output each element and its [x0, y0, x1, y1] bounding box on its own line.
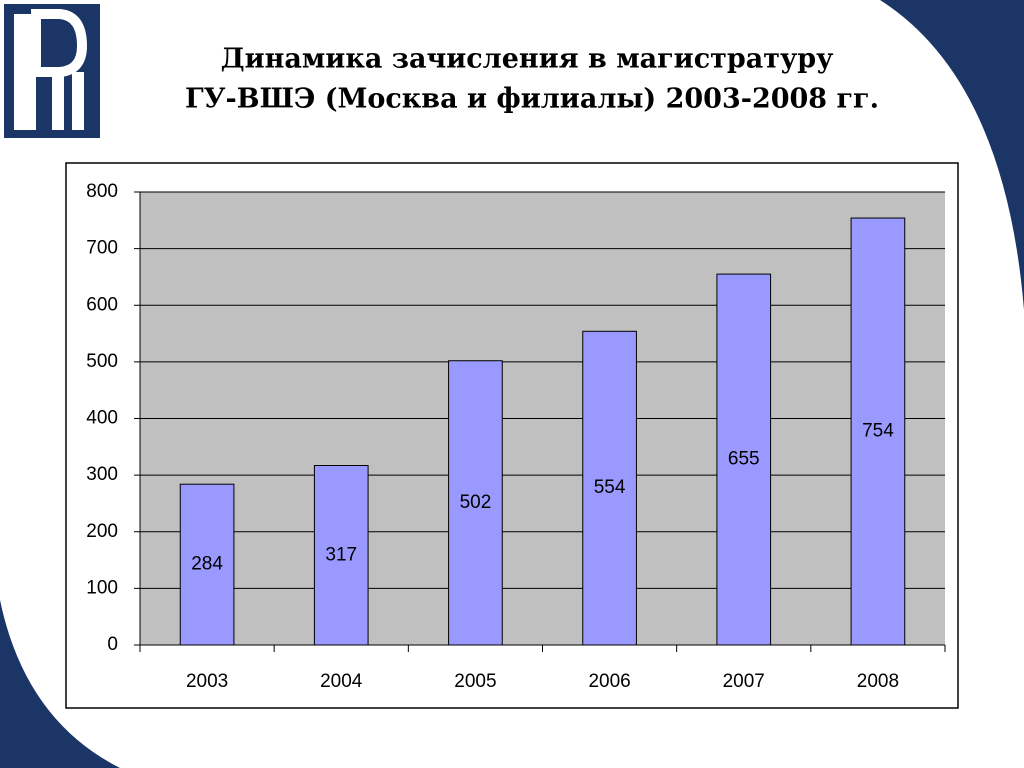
x-tick-label: 2008 — [857, 671, 899, 692]
data-label: 502 — [460, 492, 492, 513]
logo — [4, 4, 100, 138]
bar — [448, 360, 503, 646]
y-tick-label: 200 — [86, 521, 118, 542]
bar — [582, 330, 637, 646]
y-tick-label: 700 — [86, 238, 118, 259]
chart-title: Динамика зачисления в магистратуру — [221, 44, 835, 75]
x-tick-label: 2004 — [320, 671, 363, 692]
x-tick-label: 2006 — [588, 671, 630, 692]
data-label: 284 — [191, 554, 223, 575]
x-tick-label: 2005 — [454, 671, 496, 692]
data-label: 317 — [325, 544, 357, 565]
chart-title: ГУ-ВШЭ (Москва и филиалы) 2003-2008 гг. — [185, 84, 879, 115]
bar — [850, 217, 906, 646]
corner-decoration — [0, 600, 120, 768]
bar — [179, 483, 235, 646]
x-tick-label: 2003 — [186, 671, 228, 692]
x-tick-label: 2007 — [723, 671, 765, 692]
data-label: 655 — [728, 449, 760, 470]
y-tick-label: 800 — [86, 181, 118, 202]
bar — [313, 464, 369, 646]
data-label: 754 — [862, 421, 894, 442]
y-tick-label: 0 — [107, 634, 118, 655]
y-tick-label: 400 — [86, 408, 118, 429]
y-tick-label: 500 — [86, 351, 118, 372]
y-tick-label: 600 — [86, 294, 118, 315]
data-label: 554 — [594, 477, 626, 498]
y-tick-label: 300 — [86, 464, 118, 485]
bar — [716, 273, 772, 646]
corner-decoration — [880, 0, 1024, 310]
y-tick-label: 100 — [86, 577, 118, 598]
